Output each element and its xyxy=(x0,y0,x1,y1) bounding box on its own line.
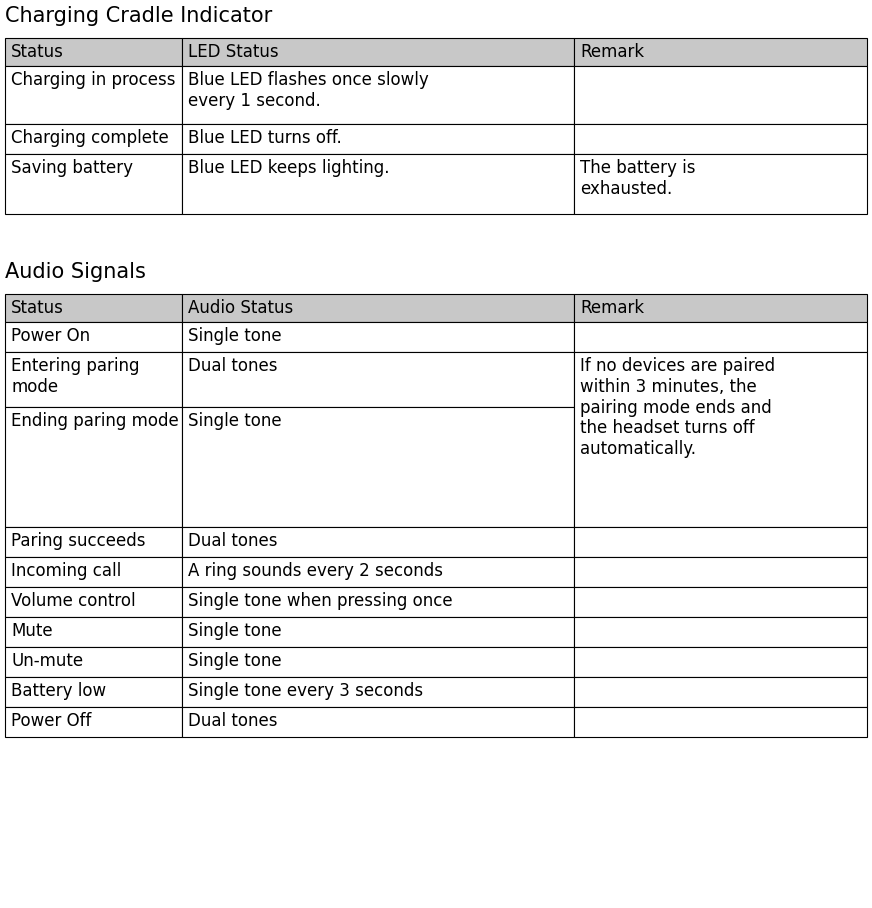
Bar xyxy=(574,66,867,124)
Text: Single tone every 3 seconds: Single tone every 3 seconds xyxy=(187,682,423,700)
Text: Single tone: Single tone xyxy=(187,652,282,670)
Text: Status: Status xyxy=(11,299,64,317)
Bar xyxy=(5,407,181,527)
Bar xyxy=(574,707,867,737)
Bar xyxy=(574,677,867,707)
Text: Single tone: Single tone xyxy=(187,327,282,345)
Text: Charging Cradle Indicator: Charging Cradle Indicator xyxy=(5,6,272,26)
Bar xyxy=(181,617,574,647)
Bar xyxy=(5,527,181,557)
Bar xyxy=(181,707,574,737)
Bar xyxy=(181,154,574,214)
Bar xyxy=(181,557,574,587)
Text: Dual tones: Dual tones xyxy=(187,532,277,550)
Bar xyxy=(181,294,574,322)
Bar xyxy=(5,322,181,352)
Bar xyxy=(181,38,574,66)
Bar xyxy=(574,38,867,66)
Text: Blue LED keeps lighting.: Blue LED keeps lighting. xyxy=(187,159,389,177)
Bar xyxy=(5,617,181,647)
Bar xyxy=(5,38,181,66)
Text: Incoming call: Incoming call xyxy=(11,562,121,580)
Text: Audio Status: Audio Status xyxy=(187,299,293,317)
Text: Single tone: Single tone xyxy=(187,412,282,430)
Text: Volume control: Volume control xyxy=(11,592,136,610)
Text: Dual tones: Dual tones xyxy=(187,712,277,730)
Bar xyxy=(574,587,867,617)
Bar xyxy=(574,322,867,352)
Text: Power Off: Power Off xyxy=(11,712,92,730)
Text: Battery low: Battery low xyxy=(11,682,106,700)
Text: Charging complete: Charging complete xyxy=(11,129,169,147)
Bar xyxy=(5,124,181,154)
Bar xyxy=(181,647,574,677)
Bar xyxy=(181,66,574,124)
Bar xyxy=(5,557,181,587)
Text: Blue LED turns off.: Blue LED turns off. xyxy=(187,129,342,147)
Text: Dual tones: Dual tones xyxy=(187,357,277,375)
Bar xyxy=(181,322,574,352)
Bar xyxy=(5,707,181,737)
Text: Un-mute: Un-mute xyxy=(11,652,83,670)
Text: Audio Signals: Audio Signals xyxy=(5,262,146,282)
Text: Single tone when pressing once: Single tone when pressing once xyxy=(187,592,453,610)
Bar xyxy=(574,527,867,557)
Text: Entering paring
mode: Entering paring mode xyxy=(11,357,140,396)
Bar xyxy=(574,647,867,677)
Bar xyxy=(181,677,574,707)
Text: LED Status: LED Status xyxy=(187,43,278,61)
Text: Charging in process: Charging in process xyxy=(11,71,175,89)
Bar xyxy=(574,617,867,647)
Text: The battery is
exhausted.: The battery is exhausted. xyxy=(580,159,696,198)
Text: Single tone: Single tone xyxy=(187,622,282,640)
Text: Blue LED flashes once slowly
every 1 second.: Blue LED flashes once slowly every 1 sec… xyxy=(187,71,428,110)
Bar xyxy=(181,124,574,154)
Bar xyxy=(181,587,574,617)
Bar xyxy=(181,352,574,407)
Bar xyxy=(5,352,181,407)
Bar xyxy=(5,587,181,617)
Bar xyxy=(181,527,574,557)
Bar xyxy=(574,124,867,154)
Text: Status: Status xyxy=(11,43,64,61)
Text: Ending paring mode: Ending paring mode xyxy=(11,412,179,430)
Bar xyxy=(5,154,181,214)
Text: Remark: Remark xyxy=(580,43,644,61)
Text: Remark: Remark xyxy=(580,299,644,317)
Bar xyxy=(5,66,181,124)
Text: If no devices are paired
within 3 minutes, the
pairing mode ends and
the headset: If no devices are paired within 3 minute… xyxy=(580,357,775,459)
Bar xyxy=(5,294,181,322)
Bar xyxy=(574,154,867,214)
Bar xyxy=(5,677,181,707)
Text: Mute: Mute xyxy=(11,622,52,640)
Text: Power On: Power On xyxy=(11,327,90,345)
Bar xyxy=(5,647,181,677)
Bar xyxy=(574,557,867,587)
Bar xyxy=(181,407,574,527)
Bar xyxy=(574,294,867,322)
Text: Paring succeeds: Paring succeeds xyxy=(11,532,146,550)
Bar xyxy=(574,352,867,527)
Text: Saving battery: Saving battery xyxy=(11,159,133,177)
Text: A ring sounds every 2 seconds: A ring sounds every 2 seconds xyxy=(187,562,443,580)
